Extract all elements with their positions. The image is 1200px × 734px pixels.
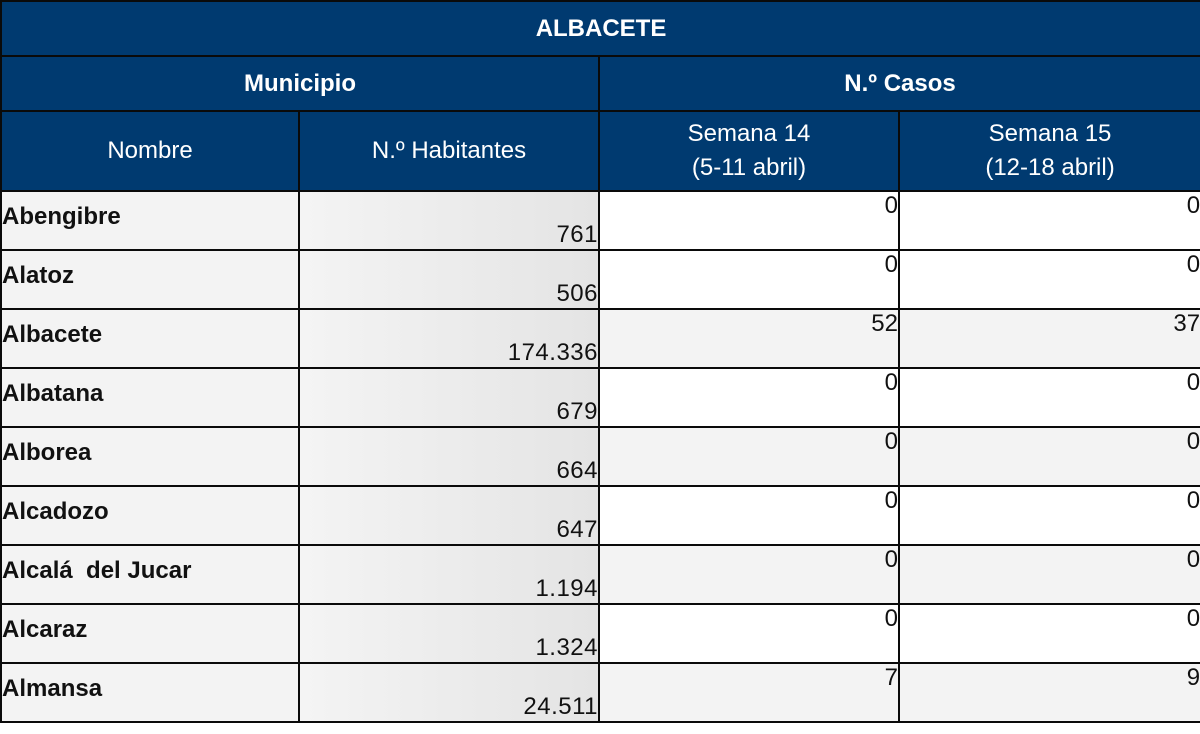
cell-habitantes: 647 — [298, 485, 600, 546]
group-header-row: Municipio N.º Casos — [0, 55, 1200, 112]
table-row: Abengibre 761 0 0 — [0, 190, 1200, 251]
cell-semana14: 0 — [598, 249, 900, 310]
cell-semana15: 0 — [897, 367, 1200, 428]
cell-semana15: 9 — [897, 662, 1200, 723]
cell-nombre: Albatana — [0, 367, 300, 428]
nombre-text: Alborea — [2, 438, 92, 466]
cell-semana14: 0 — [598, 367, 900, 428]
cell-nombre: Albacete — [0, 308, 300, 369]
cell-habitantes: 679 — [298, 367, 600, 428]
cell-semana14: 0 — [598, 603, 900, 664]
cell-semana15: 37 — [897, 308, 1200, 369]
table-row: Almansa 24.511 7 9 — [0, 662, 1200, 723]
cell-semana15: 0 — [897, 190, 1200, 251]
semana15-label: Semana 15 — [988, 120, 1112, 147]
table-row: Albatana 679 0 0 — [0, 367, 1200, 428]
col-header-nombre: Nombre — [0, 110, 300, 192]
cell-habitantes: 174.336 — [298, 308, 600, 369]
cell-habitantes: 1.194 — [298, 544, 600, 605]
table-row: Albacete 174.336 52 37 — [0, 308, 1200, 369]
cell-semana14: 0 — [598, 426, 900, 487]
cell-semana15: 0 — [897, 426, 1200, 487]
cell-nombre: Abengibre — [0, 190, 300, 251]
cell-habitantes: 1.324 — [298, 603, 600, 664]
cell-nombre: Alborea — [0, 426, 300, 487]
table-row: Alborea 664 0 0 — [0, 426, 1200, 487]
semana14-range: (5-11 abril) — [691, 154, 807, 181]
title-row: ALBACETE — [0, 0, 1200, 57]
semana14-label: Semana 14 — [687, 120, 811, 147]
table-row: Alatoz 506 0 0 — [0, 249, 1200, 310]
nombre-text: Almansa — [2, 674, 103, 702]
cell-semana14: 0 — [598, 544, 900, 605]
column-header-row: Nombre N.º Habitantes Semana 14 (5-11 ab… — [0, 110, 1200, 192]
cell-semana15: 0 — [897, 544, 1200, 605]
cell-nombre: Alcadozo — [0, 485, 300, 546]
nombre-text: Albatana — [2, 379, 104, 407]
cell-nombre: Alatoz — [0, 249, 300, 310]
cell-habitantes: 664 — [298, 426, 600, 487]
col-header-habitantes: N.º Habitantes — [298, 110, 600, 192]
cell-habitantes: 506 — [298, 249, 600, 310]
semana15-range: (12-18 abril) — [985, 154, 1115, 181]
cell-nombre: Alcalá del Jucar — [0, 544, 300, 605]
table-row: Alcaraz 1.324 0 0 — [0, 603, 1200, 664]
cell-semana15: 0 — [897, 249, 1200, 310]
cell-semana15: 0 — [897, 485, 1200, 546]
table-row: Alcadozo 647 0 0 — [0, 485, 1200, 546]
group-casos-header: N.º Casos — [597, 55, 1200, 112]
cell-habitantes: 761 — [298, 190, 600, 251]
cell-semana14: 0 — [598, 190, 900, 251]
nombre-text: Alcadozo — [2, 497, 109, 525]
cell-nombre: Almansa — [0, 662, 300, 723]
nombre-text: Alcalá del Jucar — [2, 556, 192, 584]
cell-nombre: Alcaraz — [0, 603, 300, 664]
nombre-text: Alatoz — [2, 261, 74, 289]
cell-semana15: 0 — [897, 603, 1200, 664]
cell-habitantes: 24.511 — [298, 662, 600, 723]
nombre-text: Alcaraz — [2, 615, 88, 643]
nombre-text: Albacete — [2, 320, 103, 348]
cell-semana14: 7 — [598, 662, 900, 723]
group-municipio-header: Municipio — [0, 55, 600, 112]
col-header-semana14: Semana 14 (5-11 abril) — [598, 110, 900, 192]
table-row: Alcalá del Jucar 1.194 0 0 — [0, 544, 1200, 605]
table-title: ALBACETE — [0, 0, 1200, 57]
col-header-semana15: Semana 15 (12-18 abril) — [897, 110, 1200, 192]
cell-semana14: 52 — [598, 308, 900, 369]
nombre-text: Abengibre — [2, 202, 121, 230]
cell-semana14: 0 — [598, 485, 900, 546]
